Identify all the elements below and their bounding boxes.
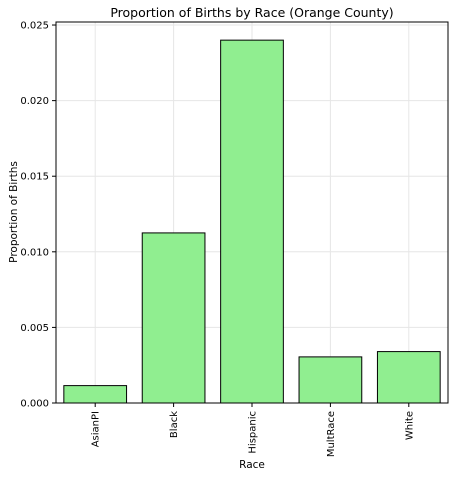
y-tick-label: 0.015 (20, 172, 49, 183)
bar-white (376, 351, 441, 404)
bar-hispanic (220, 39, 284, 404)
x-axis-label: Race (239, 459, 265, 471)
chart-title: Proportion of Births by Race (Orange Cou… (110, 5, 394, 20)
bars-layer (63, 39, 441, 404)
x-tick-label: Hispanic (248, 411, 259, 454)
y-tick-label: 0.000 (20, 399, 49, 410)
x-tick-label: White (404, 411, 415, 440)
bar-asianpi (63, 385, 128, 404)
y-tick-label: 0.010 (20, 247, 49, 258)
y-tick-label: 0.020 (20, 96, 49, 107)
y-tick-label: 0.025 (20, 21, 49, 32)
x-tick-label: AsianPI (91, 411, 102, 447)
bar-multrace (298, 356, 363, 404)
x-tick-label: Black (169, 411, 180, 438)
x-tick-label: MultRace (326, 411, 337, 457)
ticks-layer: 0.000 0.005 0.010 0.015 0.020 0.025 AsianPI Bla… (20, 21, 415, 458)
y-tick-label: 0.005 (20, 323, 49, 334)
bar-black (141, 232, 206, 404)
